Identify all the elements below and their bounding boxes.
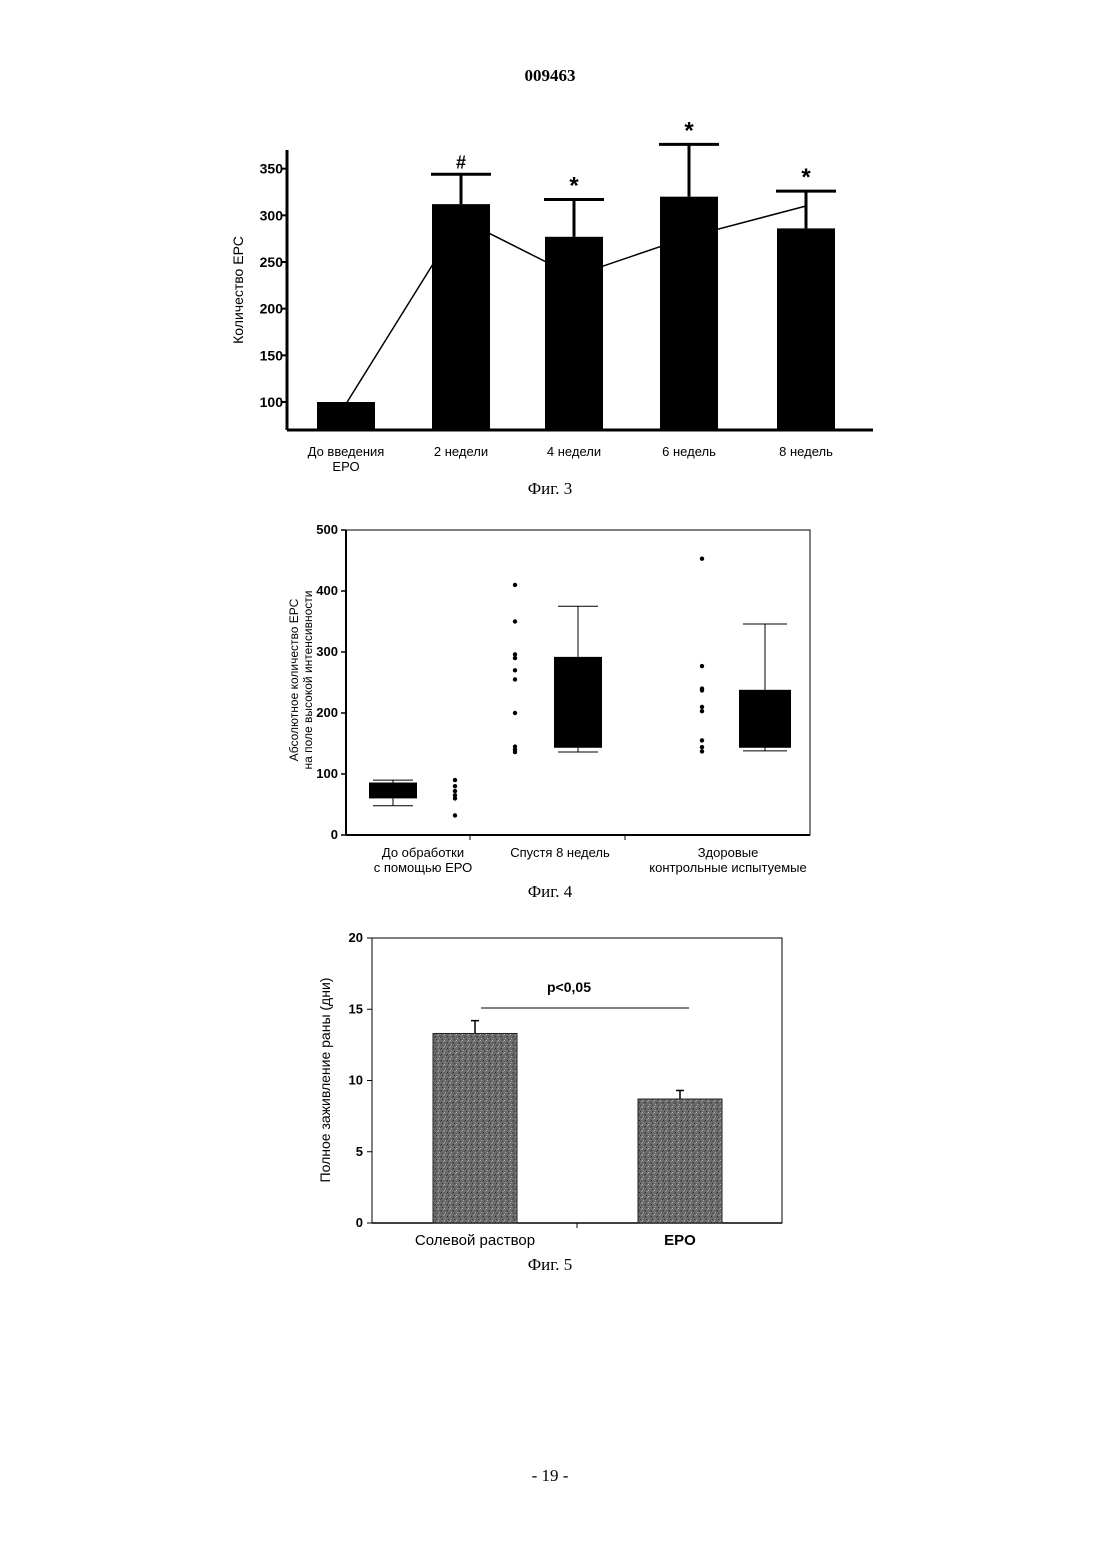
y-tick-label: 400 — [316, 583, 338, 598]
y-tick-label: 200 — [316, 705, 338, 720]
x-category-label: Спустя 8 недель — [510, 845, 610, 860]
x-category-label: EPO — [664, 1232, 696, 1249]
box-2 — [554, 657, 602, 748]
x-category-label: 2 недели — [434, 444, 488, 459]
bar-5 — [777, 228, 835, 430]
figure-4: 0 100 200 300 400 500 До обработкис помощью ЕР… — [0, 515, 1100, 910]
data-point — [700, 664, 704, 668]
box-1 — [369, 783, 417, 799]
bar-2 — [638, 1099, 722, 1223]
data-point — [453, 796, 457, 800]
x-category-label: с помощью ЕРО — [374, 860, 473, 875]
x-category-label: контрольные испытуемые — [649, 860, 806, 875]
y-axis-label: Полное заживление раны (дни) — [317, 978, 333, 1183]
data-point — [453, 813, 457, 817]
y-axis-label: Количество ЕРС — [230, 236, 246, 344]
data-point — [700, 705, 704, 709]
y-tick-label: 5 — [356, 1144, 363, 1159]
significance-mark: * — [684, 120, 694, 144]
data-point — [513, 583, 517, 587]
figure-caption: Фиг. 4 — [528, 882, 573, 901]
x-category-label: Солевой раствор — [415, 1232, 535, 1249]
x-category-label: 6 недель — [662, 444, 716, 459]
data-point — [700, 556, 704, 560]
y-axis-label: на поле высокой интенсивности — [301, 590, 315, 769]
y-tick-label: 0 — [356, 1215, 363, 1230]
significance-label: p<0,05 — [547, 979, 591, 995]
data-point — [513, 677, 517, 681]
y-tick-label: 300 — [260, 207, 284, 223]
data-point — [700, 738, 704, 742]
page-number: - 19 - — [0, 1466, 1100, 1486]
x-category-label: Здоровые — [698, 845, 759, 860]
data-point — [513, 619, 517, 623]
y-tick-label: 200 — [260, 301, 284, 317]
significance-mark: * — [569, 172, 579, 199]
x-category-label: 4 недели — [547, 444, 601, 459]
data-point — [700, 749, 704, 753]
x-category-label: 8 недель — [779, 444, 833, 459]
y-tick-label: 500 — [316, 522, 338, 537]
y-tick-label: 10 — [349, 1073, 363, 1088]
y-axis-label: Абсолютное количество ЕРС — [287, 598, 301, 761]
y-tick-label: 150 — [260, 347, 284, 363]
bar-1 — [433, 1033, 517, 1223]
data-point — [513, 656, 517, 660]
bar-2 — [432, 204, 490, 430]
data-point — [700, 745, 704, 749]
y-tick-label: 250 — [260, 254, 284, 270]
x-category-label: До введения — [308, 444, 385, 459]
y-tick-label: 0 — [331, 827, 338, 842]
figure-5: 0 5 10 15 20 p<0,05 Солевой раствор EPO Полное з… — [0, 920, 1100, 1280]
x-category-label: До обработки — [382, 845, 464, 860]
data-point — [513, 711, 517, 715]
figure-caption: Фиг. 3 — [528, 479, 573, 498]
y-tick-label: 350 — [260, 161, 284, 177]
figure-caption: Фиг. 5 — [528, 1255, 573, 1274]
patent-number: 009463 — [0, 66, 1100, 86]
y-tick-label: 300 — [316, 644, 338, 659]
figure-3: 100 150 200 250 300 350 # * * * До введенияЕРО 2 не… — [0, 120, 1100, 510]
x-category-label: ЕРО — [332, 459, 359, 474]
y-tick-label: 20 — [349, 930, 363, 945]
y-tick-label: 100 — [316, 766, 338, 781]
data-point — [700, 709, 704, 713]
data-point — [453, 778, 457, 782]
bar-1 — [317, 402, 375, 430]
y-tick-label: 15 — [349, 1001, 363, 1016]
significance-mark: # — [456, 152, 466, 172]
box-3 — [739, 690, 791, 748]
data-point — [453, 789, 457, 793]
y-tick-label: 100 — [260, 394, 284, 410]
data-point — [513, 750, 517, 754]
data-point — [700, 688, 704, 692]
data-point — [453, 784, 457, 788]
data-point — [513, 668, 517, 672]
significance-mark: * — [801, 164, 811, 191]
